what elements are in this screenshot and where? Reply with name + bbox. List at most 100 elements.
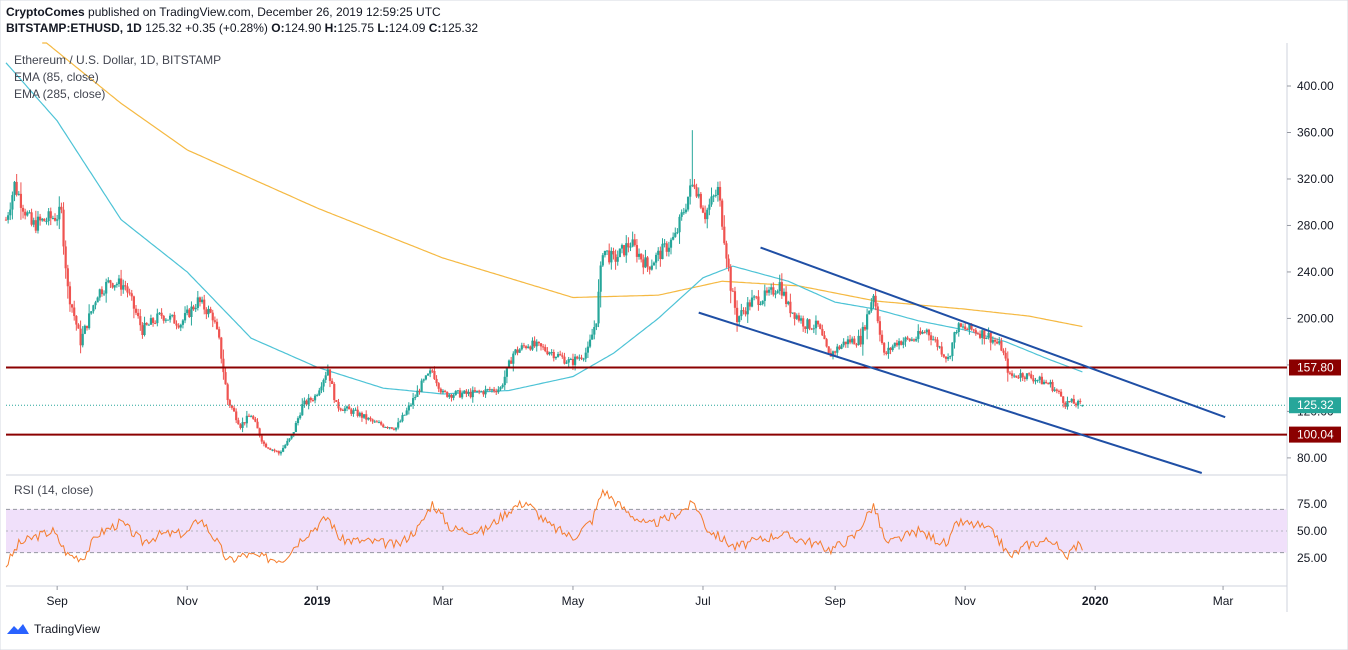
candle-body (1081, 405, 1084, 407)
candle-body (812, 328, 815, 330)
footer: TradingView (6, 622, 100, 636)
candle-body (7, 215, 10, 220)
last-price-label-box (1289, 397, 1341, 414)
last-price-label: 125.32 (1297, 398, 1334, 412)
candle-body (586, 346, 589, 353)
candle-body (499, 387, 502, 390)
candle-body (821, 328, 824, 336)
candle-body (750, 297, 754, 307)
candle-body (559, 354, 562, 356)
candle-body (623, 245, 626, 256)
candle-body (1010, 373, 1014, 376)
candle-body (859, 335, 862, 345)
price-tick-label: 400.00 (1297, 79, 1334, 93)
candle-body (49, 211, 52, 219)
candle-body (66, 268, 69, 287)
candle-body (164, 319, 167, 321)
candle-body (277, 451, 280, 454)
author-name[interactable]: CryptoComes (6, 5, 85, 19)
ohlc-line: BITSTAMP:ETHUSD, 1D 125.32 +0.35 (+0.28%… (6, 20, 478, 36)
candle-body (533, 340, 536, 347)
close-label: C: (428, 21, 442, 35)
candle-body (961, 326, 965, 328)
candle-body (290, 435, 293, 439)
candle-body (505, 366, 508, 377)
candle-body (693, 184, 696, 188)
candle-body (539, 343, 543, 347)
candle-body (731, 290, 734, 292)
candle-body (324, 375, 327, 380)
candle-body (631, 239, 634, 247)
candle-body (1006, 358, 1009, 373)
candle-body (825, 339, 828, 347)
candle-body (51, 217, 54, 219)
candle-body (262, 441, 266, 444)
candle-body (612, 250, 615, 255)
candle-body (169, 315, 172, 320)
candle-body (618, 248, 621, 258)
candle-body (126, 286, 129, 293)
ema-285-line (42, 42, 1083, 328)
candle-body (974, 330, 977, 334)
candle-body (149, 318, 153, 325)
candle-body (137, 312, 140, 317)
candle-body (569, 359, 572, 361)
candle-body (401, 415, 404, 422)
candle-body (102, 293, 106, 295)
time-tick-label: Nov (954, 594, 975, 608)
candle-body (303, 400, 306, 405)
candle-body (657, 250, 660, 255)
candle-body (857, 335, 860, 345)
candle-body (30, 212, 33, 225)
candle-body (976, 333, 980, 335)
candle-body (889, 347, 892, 351)
candle-body (927, 329, 931, 336)
candle-body (490, 389, 494, 391)
candle-body (644, 257, 647, 268)
candle-body (392, 428, 396, 430)
candle-body (996, 341, 999, 344)
candle-body (171, 314, 174, 316)
candle-body (674, 232, 677, 237)
candle-body (100, 289, 104, 295)
candle-body (64, 246, 67, 269)
candle-body (1077, 400, 1080, 406)
candle-body (625, 243, 628, 256)
footer-brand[interactable]: TradingView (34, 622, 101, 636)
candle-body (339, 408, 342, 410)
candle-body (716, 186, 720, 196)
candle-body (776, 291, 779, 294)
candle-body (501, 385, 504, 388)
candle-body (267, 447, 270, 449)
candle-body (912, 339, 916, 341)
candle-body (1070, 398, 1073, 402)
open-value: 124.90 (284, 21, 322, 35)
candle-body (823, 335, 826, 340)
candle-body (772, 287, 775, 295)
candle-body (124, 285, 127, 287)
candle-body (949, 356, 952, 358)
candle-body (130, 293, 133, 297)
candle-body (567, 359, 570, 363)
candle-body (422, 379, 425, 381)
candle-body (109, 280, 112, 284)
candle-body (546, 351, 549, 355)
candle-body (309, 397, 312, 401)
candle-body (1002, 350, 1005, 353)
candle-body (194, 307, 197, 310)
candle-body (883, 343, 886, 353)
candle-body (362, 414, 366, 418)
high-label: H: (324, 21, 338, 35)
candle-body (827, 346, 830, 353)
candle-body (183, 313, 187, 321)
candle-body (380, 422, 383, 425)
candle-body (908, 338, 911, 341)
candle-body (714, 195, 717, 197)
candle-body (88, 313, 91, 329)
candle-body (488, 389, 491, 391)
candle-body (727, 258, 730, 268)
candle-body (787, 301, 790, 305)
candle-body (41, 218, 44, 221)
candle-body (940, 346, 943, 355)
